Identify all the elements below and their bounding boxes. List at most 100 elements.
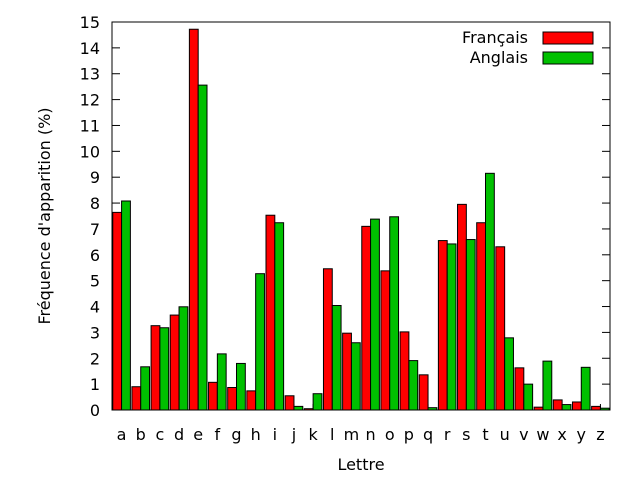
y-axis-title: Fréquence d'apparition (%) bbox=[35, 107, 54, 324]
legend-label: Anglais bbox=[470, 48, 528, 67]
x-tick-label: t bbox=[482, 425, 488, 444]
bar-francais-a bbox=[112, 211, 123, 411]
legend-swatch bbox=[542, 31, 594, 45]
y-tick-label: 2 bbox=[90, 349, 100, 368]
x-tick-label: u bbox=[500, 425, 510, 444]
bar-francais-v bbox=[514, 367, 525, 411]
y-tick-label: 9 bbox=[90, 168, 100, 187]
x-tick-label: e bbox=[193, 425, 203, 444]
x-tick-label: i bbox=[273, 425, 277, 444]
x-tick-label: n bbox=[366, 425, 376, 444]
y-tick-label: 13 bbox=[80, 65, 100, 84]
bar-francais-b bbox=[131, 386, 142, 411]
y-tick-label: 8 bbox=[90, 194, 100, 213]
x-tick-label: x bbox=[557, 425, 566, 444]
bar-anglais-a bbox=[121, 200, 131, 411]
x-tick-label: a bbox=[117, 425, 127, 444]
y-tick-label: 7 bbox=[90, 220, 100, 239]
bar-anglais-i bbox=[274, 222, 285, 411]
bar-francais-g bbox=[227, 386, 237, 411]
bar-francais-e bbox=[188, 28, 199, 411]
legend-label: Français bbox=[462, 28, 528, 47]
bar-anglais-m bbox=[350, 342, 361, 411]
bar-francais-n bbox=[361, 225, 372, 411]
bar-francais-z bbox=[591, 405, 601, 411]
bar-anglais-b bbox=[140, 366, 151, 411]
bar-anglais-x bbox=[561, 404, 572, 411]
bar-anglais-g bbox=[236, 362, 246, 411]
bar-anglais-o bbox=[389, 216, 400, 411]
x-tick-label: c bbox=[155, 425, 164, 444]
x-tick-label: f bbox=[215, 425, 221, 444]
bar-francais-u bbox=[495, 246, 506, 411]
bar-francais-r bbox=[437, 240, 448, 411]
bar-anglais-s bbox=[465, 239, 476, 411]
x-tick-label: h bbox=[251, 425, 261, 444]
bar-francais-p bbox=[399, 331, 410, 411]
x-tick-label: r bbox=[444, 425, 451, 444]
x-tick-label: w bbox=[536, 425, 549, 444]
bar-anglais-e bbox=[197, 84, 208, 411]
y-tick-label: 15 bbox=[80, 13, 100, 32]
bar-francais-x bbox=[552, 399, 563, 411]
y-tick-label: 14 bbox=[80, 39, 100, 58]
bar-francais-m bbox=[342, 332, 352, 411]
x-tick-label: z bbox=[596, 425, 604, 444]
bar-anglais-r bbox=[446, 243, 457, 411]
x-tick-label: q bbox=[423, 425, 433, 444]
x-tick-label: l bbox=[330, 425, 334, 444]
bar-anglais-u bbox=[504, 337, 514, 411]
bar-anglais-p bbox=[408, 360, 419, 411]
x-tick-label: m bbox=[344, 425, 360, 444]
x-tick-label: y bbox=[577, 425, 586, 444]
x-tick-label: j bbox=[291, 425, 296, 444]
y-tick-label: 11 bbox=[80, 116, 100, 135]
bar-anglais-d bbox=[178, 306, 189, 411]
bar-anglais-t bbox=[485, 172, 495, 411]
y-tick-label: 1 bbox=[90, 375, 100, 394]
x-tick-label: p bbox=[404, 425, 414, 444]
bar-francais-d bbox=[169, 314, 180, 411]
x-axis-title: Lettre bbox=[337, 455, 384, 474]
y-tick-label: 5 bbox=[90, 272, 100, 291]
y-tick-label: 6 bbox=[90, 246, 100, 265]
bar-francais-h bbox=[246, 390, 257, 411]
x-tick-label: d bbox=[174, 425, 184, 444]
x-tick-label: v bbox=[519, 425, 528, 444]
bars bbox=[112, 28, 610, 411]
bar-francais-s bbox=[457, 203, 467, 411]
bar-anglais-f bbox=[216, 353, 227, 411]
y-tick-label: 3 bbox=[90, 323, 100, 342]
bar-francais-f bbox=[208, 381, 218, 411]
bar-francais-y bbox=[571, 401, 582, 411]
bar-francais-i bbox=[265, 214, 276, 411]
bar-anglais-k bbox=[312, 393, 323, 411]
plot-frame bbox=[111, 21, 611, 411]
bar-francais-c bbox=[150, 325, 161, 411]
bar-anglais-n bbox=[370, 218, 380, 411]
x-tick-label: s bbox=[462, 425, 470, 444]
legend-swatch bbox=[542, 51, 594, 65]
bar-anglais-y bbox=[580, 366, 591, 411]
bar-francais-o bbox=[380, 270, 391, 411]
x-tick-label: g bbox=[231, 425, 241, 444]
y-tick-label: 4 bbox=[90, 298, 100, 317]
bar-francais-l bbox=[322, 268, 333, 411]
x-tick-label: b bbox=[136, 425, 146, 444]
bar-francais-q bbox=[418, 374, 429, 411]
y-tick-label: 10 bbox=[80, 142, 100, 161]
bar-anglais-h bbox=[255, 273, 265, 411]
x-tick-label: o bbox=[385, 425, 395, 444]
bar-anglais-v bbox=[523, 383, 534, 411]
y-tick-label: 12 bbox=[80, 91, 100, 110]
bar-anglais-l bbox=[331, 304, 342, 411]
x-tick-label: k bbox=[308, 425, 318, 444]
bar-anglais-w bbox=[542, 360, 553, 411]
bar-anglais-c bbox=[159, 327, 170, 411]
bar-francais-j bbox=[284, 395, 295, 411]
bar-francais-t bbox=[476, 222, 487, 411]
